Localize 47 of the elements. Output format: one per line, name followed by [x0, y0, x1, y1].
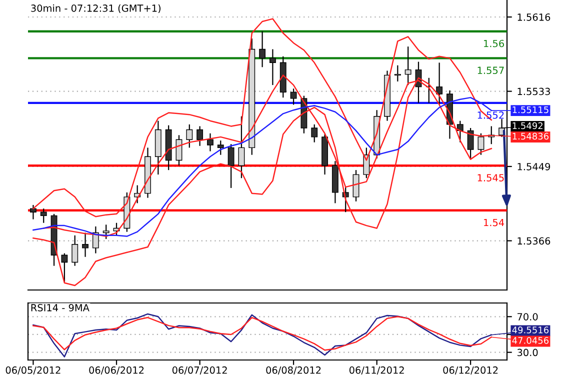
- chart-title: 30min - 07:12:31 (GMT+1): [31, 4, 160, 14]
- y-tick-label: 70.0: [518, 313, 538, 320]
- data-label: 47.0456: [512, 337, 549, 344]
- candlestick: [217, 140, 224, 156]
- candlestick: [269, 48, 276, 86]
- candlestick: [352, 170, 360, 202]
- candlestick: [238, 116, 245, 179]
- data-label: 1.54836: [512, 132, 549, 140]
- candlestick: [436, 62, 443, 106]
- y-tick-label: 1.5366: [518, 237, 550, 245]
- y-tick-label: 1.5616: [518, 13, 550, 21]
- x-tick-label: 06/12/2012: [443, 366, 498, 375]
- data-label: 49.5516: [512, 326, 549, 334]
- candlestick: [102, 224, 110, 240]
- candlestick: [478, 132, 484, 156]
- text: 1.5492: [512, 122, 542, 130]
- candlestick: [228, 144, 234, 189]
- x-tick-label: 06/06/2012: [89, 366, 144, 375]
- candlestick: [259, 30, 266, 68]
- x-tick-label: 06/08/2012: [266, 366, 321, 375]
- candlestick: [82, 232, 88, 258]
- x-tick-label: 06/05/2012: [6, 366, 60, 375]
- candlestick: [404, 46, 412, 86]
- ref-line-label: 1.557: [478, 66, 504, 74]
- candlestick: [290, 88, 297, 106]
- candlestick: [467, 127, 474, 159]
- candlestick: [394, 64, 401, 82]
- candlestick: [186, 124, 193, 148]
- candlestick: [30, 204, 36, 220]
- ref-line-label: 1.56: [484, 40, 504, 48]
- candlestick: [92, 226, 99, 254]
- y-tick-label: 1.5449: [518, 162, 550, 170]
- candlestick: [311, 124, 318, 143]
- candlestick: [196, 126, 204, 146]
- data-label: 1.55115: [512, 106, 548, 114]
- chart-title: RSI14 - 9MA: [31, 304, 90, 312]
- y-tick-label: 1.5533: [518, 88, 550, 96]
- candlestick: [40, 208, 47, 224]
- candlestick: [456, 120, 464, 143]
- y-tick-label: 30.0: [517, 348, 538, 356]
- ref-line-label: 1.54: [484, 218, 504, 226]
- candlestick: [72, 234, 78, 266]
- candlestick: [61, 252, 68, 282]
- x-tick-label: 06/07/2012: [172, 366, 227, 375]
- ref-line-label: 1.545: [478, 174, 504, 182]
- candlestick: [207, 132, 214, 152]
- x-tick-label: 06/11/2012: [349, 366, 404, 375]
